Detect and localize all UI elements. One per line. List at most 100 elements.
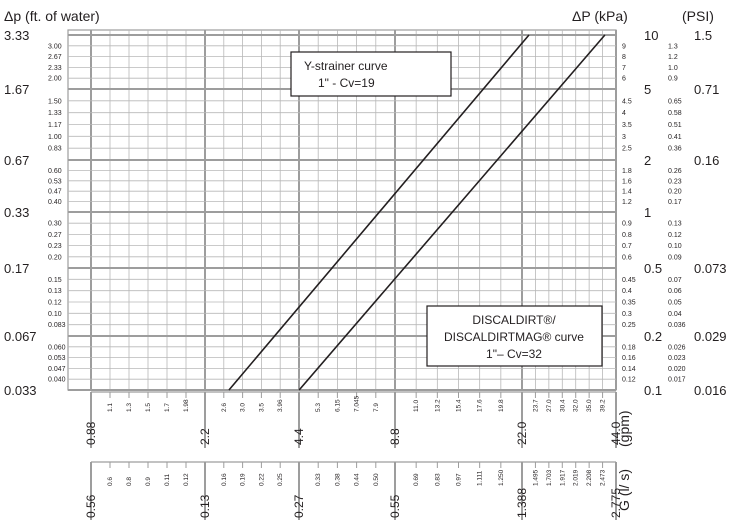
- gpm-axis-major-tick-label: 0.88: [84, 421, 98, 445]
- psi-axis-minor-tick-label: 1.0: [668, 65, 678, 72]
- psi-axis-minor-tick-label: 1.3: [668, 43, 678, 50]
- discaldirt-curve: [298, 34, 606, 391]
- kpa-axis-minor-tick-label: 3: [622, 134, 626, 141]
- left-axis-major-tick-label: 0.17: [4, 261, 29, 276]
- psi-axis-minor-tick-label: 0.65: [668, 98, 682, 105]
- left-axis-minor-tick-label: 0.047: [48, 366, 66, 373]
- ls-axis-minor-tick-label: 0.6: [107, 477, 114, 486]
- left-axis-minor-tick-label: 0.83: [48, 146, 62, 153]
- gpm-axis-minor-tick-label: 15.4: [456, 399, 463, 412]
- kpa-axis-minor-tick-label: 0.4: [622, 288, 632, 295]
- ls-axis-major-tick-label: 0.55: [388, 494, 402, 518]
- ls-axis-minor-tick-label: 0.33: [315, 473, 322, 486]
- kpa-axis-minor-tick-label: 0.3: [622, 311, 632, 318]
- psi-axis-minor-tick-label: 0.58: [668, 110, 682, 117]
- kpa-axis-minor-tick-label: 1.2: [622, 199, 632, 206]
- left-axis-minor-tick-label: 0.47: [48, 189, 62, 196]
- left-axis-minor-tick-label: 1.50: [48, 98, 62, 105]
- left-axis-minor-tick-label: 0.060: [48, 344, 66, 351]
- gpm-axis-minor-tick-label: 2.6: [221, 403, 228, 412]
- left-axis-minor-tick-label: 1.33: [48, 110, 62, 117]
- chart-grid: [67, 29, 617, 520]
- psi-axis-major-tick-label: 1.5: [694, 28, 712, 43]
- kpa-axis-minor-tick-label: 0.8: [622, 232, 632, 239]
- psi-axis-major-tick-label: 0.71: [694, 82, 719, 97]
- left-axis-major-tick-label: 1.67: [4, 82, 29, 97]
- psi-axis-minor-tick-label: 1.2: [668, 54, 678, 61]
- gpm-axis-minor-tick-label: 1.1: [107, 403, 114, 412]
- gpm-axis-minor-tick-label: 1.3: [126, 403, 133, 412]
- psi-axis-minor-tick-label: 0.06: [668, 288, 682, 295]
- gpm-axis-minor-tick-label: 13.2: [434, 399, 441, 412]
- discaldirt-label-line3: 1"– Cv=32: [486, 347, 542, 361]
- ls-axis-minor-tick-label: 1.495: [532, 469, 539, 486]
- ls-axis-minor-tick-label: 2.208: [586, 469, 593, 486]
- kpa-axis-minor-tick-label: 0.7: [622, 243, 632, 250]
- gpm-axis-major-tick-label: 4.4: [292, 428, 306, 445]
- left-axis-major-tick-label: 0.067: [4, 329, 37, 344]
- psi-axis-minor-tick-label: 0.10: [668, 243, 682, 250]
- left-axis-minor-tick-label: 3.00: [48, 43, 62, 50]
- ls-axis-minor-tick-label: 0.97: [456, 473, 463, 486]
- kpa-axis-minor-tick-label: 0.25: [622, 322, 636, 329]
- gpm-axis-minor-tick-label: 19.8: [498, 399, 505, 412]
- ls-axis-minor-tick-label: 2.473: [600, 469, 607, 486]
- kpa-axis-minor-tick-label: 2.5: [622, 146, 632, 153]
- psi-axis-minor-tick-label: 0.51: [668, 122, 682, 129]
- kpa-axis-minor-tick-label: 0.6: [622, 254, 632, 261]
- gpm-axis-minor-tick-label: 27.0: [546, 399, 553, 412]
- ls-axis-minor-tick-label: 0.8: [126, 477, 133, 486]
- ls-axis-major-tick-label: 0.56: [84, 494, 98, 518]
- left-axis-minor-tick-label: 0.60: [48, 168, 62, 175]
- left-axis-minor-tick-label: 2.67: [48, 54, 62, 61]
- ls-axis-minor-tick-label: 0.83: [434, 473, 441, 486]
- gpm-axis-minor-tick-label: 17.6: [477, 399, 484, 412]
- ls-axis-major-tick-label: 0.13: [198, 494, 212, 518]
- kpa-axis-minor-tick-label: 0.45: [622, 277, 636, 284]
- psi-axis-minor-tick-label: 0.017: [668, 377, 686, 384]
- gpm-axis-minor-tick-label: 11.0: [413, 399, 420, 412]
- psi-axis-minor-tick-label: 0.41: [668, 134, 682, 141]
- kpa-axis-minor-tick-label: 6: [622, 76, 626, 83]
- psi-axis-minor-tick-label: 0.12: [668, 232, 682, 239]
- ls-axis-minor-tick-label: 0.25: [277, 473, 284, 486]
- ls-axis-major-tick-label: 2.775: [609, 488, 623, 518]
- gpm-axis-major-tick-label: 44.0: [609, 421, 623, 445]
- psi-axis-minor-tick-label: 0.05: [668, 300, 682, 307]
- gpm-axis-major-tick-label: 8.8: [388, 428, 402, 445]
- y-strainer-label-line1: Y-strainer curve: [304, 59, 388, 73]
- ls-axis-minor-tick-label: 2.019: [573, 469, 580, 486]
- left-axis-minor-tick-label: 0.23: [48, 243, 62, 250]
- x-axis-ls-title: G (l/ s): [616, 469, 632, 511]
- left-axis-minor-tick-label: 0.040: [48, 377, 66, 384]
- kpa-axis-minor-tick-label: 3.5: [622, 122, 632, 129]
- kpa-axis-minor-tick-label: 1.6: [622, 178, 632, 185]
- left-axis-minor-tick-label: 0.15: [48, 277, 62, 284]
- psi-axis-title: (PSI): [682, 8, 714, 24]
- y-strainer-label-line2: 1" - Cv=19: [318, 76, 375, 90]
- gpm-axis-minor-tick-label: 6.15: [334, 399, 341, 412]
- psi-axis-minor-tick-label: 0.036: [668, 322, 686, 329]
- left-axis-minor-tick-label: 1.17: [48, 122, 62, 129]
- left-axis-minor-tick-label: 0.053: [48, 355, 66, 362]
- ls-axis-minor-tick-label: 0.22: [258, 473, 265, 486]
- left-axis-minor-tick-label: 2.00: [48, 76, 62, 83]
- kpa-axis-major-tick-label: 0.5: [644, 261, 662, 276]
- x-axis-gpm-title: (gpm): [616, 410, 632, 447]
- gpm-axis-minor-tick-label: 35.0: [586, 399, 593, 412]
- ls-axis-major-tick-label: 0.27: [292, 494, 306, 518]
- discaldirt-label-box: DISCALDIRT®/ DISCALDIRTMAG® curve 1"– Cv…: [426, 305, 603, 367]
- left-axis-major-tick-label: 0.33: [4, 205, 29, 220]
- kpa-axis-minor-tick-label: 9: [622, 43, 626, 50]
- gpm-axis-minor-tick-label: 7.045: [354, 395, 361, 412]
- kpa-axis-major-tick-label: 0.2: [644, 329, 662, 344]
- kpa-axis-minor-tick-label: 0.12: [622, 377, 636, 384]
- left-axis-title: Δp (ft. of water): [4, 8, 100, 24]
- gpm-axis-minor-tick-label: 23.7: [532, 399, 539, 412]
- kpa-axis-major-tick-label: 10: [644, 28, 658, 43]
- kpa-axis-minor-tick-label: 1.4: [622, 189, 632, 196]
- psi-axis-major-tick-label: 0.16: [694, 153, 719, 168]
- psi-axis-minor-tick-label: 0.04: [668, 311, 682, 318]
- ls-axis-minor-tick-label: 1.703: [546, 469, 553, 486]
- left-axis-minor-tick-label: 0.10: [48, 311, 62, 318]
